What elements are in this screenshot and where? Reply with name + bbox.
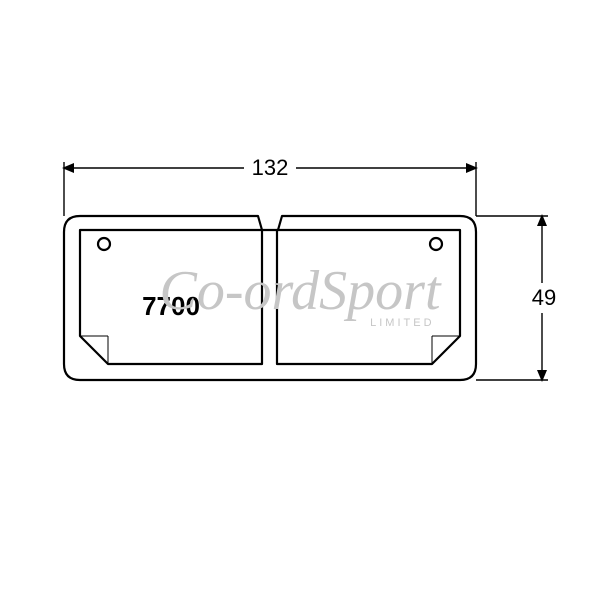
part-number: 7700: [142, 291, 200, 321]
dim-height-label: 49: [532, 285, 556, 310]
backing-plate-outline: [64, 216, 476, 380]
mounting-hole: [98, 238, 110, 250]
dim-width-label: 132: [252, 155, 289, 180]
mounting-hole: [430, 238, 442, 250]
